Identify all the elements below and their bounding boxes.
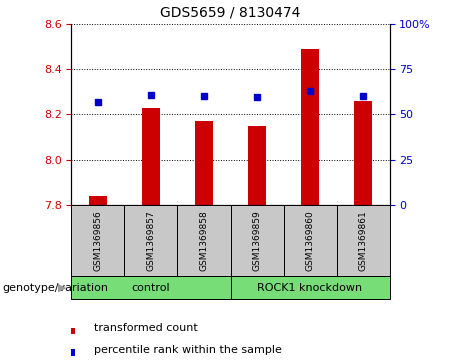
Bar [248,126,266,205]
Bar [71,276,230,299]
Text: GSM1369861: GSM1369861 [359,210,367,271]
Bar [337,205,390,276]
Text: percentile rank within the sample: percentile rank within the sample [94,345,282,355]
Bar [301,49,319,205]
Text: transformed count: transformed count [94,323,197,333]
Bar [230,205,284,276]
Text: GSM1369858: GSM1369858 [200,210,208,271]
Bar [284,205,337,276]
Text: ▶: ▶ [59,283,67,293]
Title: GDS5659 / 8130474: GDS5659 / 8130474 [160,6,301,20]
Bar [142,107,160,205]
Text: GSM1369856: GSM1369856 [94,210,102,271]
Text: control: control [132,283,170,293]
Bar [89,196,107,205]
Bar [195,121,213,205]
Bar [71,327,75,334]
Bar [354,101,372,205]
Bar [124,205,177,276]
Text: genotype/variation: genotype/variation [2,283,108,293]
Text: GSM1369859: GSM1369859 [253,210,261,271]
Text: GSM1369857: GSM1369857 [147,210,155,271]
Bar [230,276,390,299]
Text: GSM1369860: GSM1369860 [306,210,314,271]
Bar [177,205,230,276]
Bar [71,349,75,356]
Text: ROCK1 knockdown: ROCK1 knockdown [257,283,363,293]
Bar [71,205,124,276]
